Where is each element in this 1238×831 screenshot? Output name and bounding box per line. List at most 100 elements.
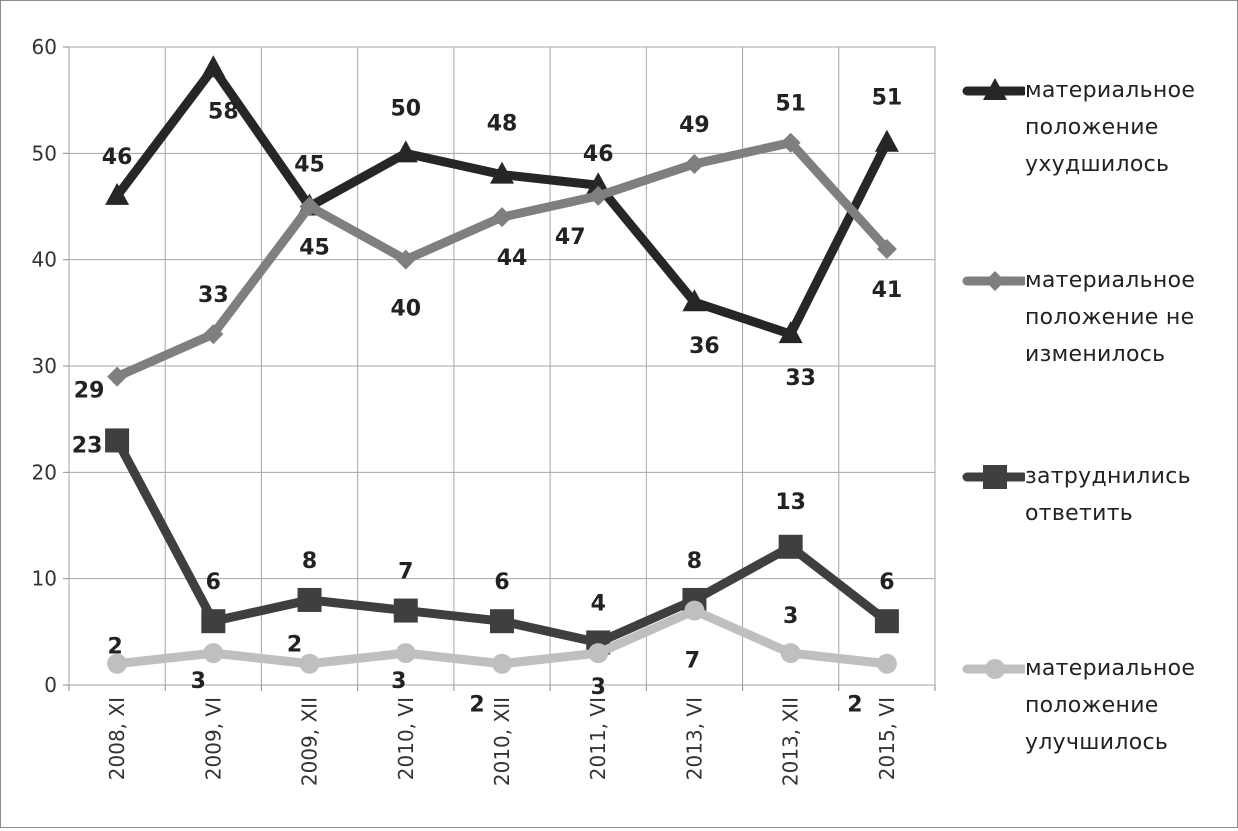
legend-item: материальное положение не изменилось <box>941 265 1195 373</box>
legend-item: материальное положение улучшилось <box>941 653 1195 761</box>
y-tick-label: 30 <box>32 354 57 378</box>
legend-marker <box>962 465 1025 489</box>
data-label: 7 <box>398 560 413 585</box>
data-label: 8 <box>302 549 317 574</box>
legend: материальное положение ухудшилось материа… <box>941 1 1231 827</box>
data-point <box>105 428 130 453</box>
data-point <box>874 129 899 152</box>
y-tick-label: 50 <box>32 141 57 165</box>
data-label: 8 <box>687 549 702 574</box>
data-label: 6 <box>206 570 221 595</box>
data-point <box>201 609 226 634</box>
data-point <box>201 55 226 78</box>
data-point <box>395 249 416 270</box>
data-label: 6 <box>879 570 894 595</box>
data-point <box>492 207 512 228</box>
x-tick-label: 2011, VI <box>586 697 610 780</box>
legend-marker <box>962 78 1025 100</box>
data-point <box>107 653 128 674</box>
data-label: 2 <box>847 693 862 718</box>
data-point <box>393 598 418 623</box>
data-label: 45 <box>299 236 330 261</box>
data-point <box>780 132 801 153</box>
legend-symbol <box>983 78 1007 100</box>
data-label: 6 <box>494 570 509 595</box>
data-label: 3 <box>391 669 406 694</box>
data-point <box>876 653 897 674</box>
y-tick-label: 0 <box>44 673 57 697</box>
legend-label: материальное положение улучшилось <box>1025 656 1196 755</box>
legend-symbol <box>985 659 1005 679</box>
data-labels: 4658455048463633512933454044474951412368… <box>72 86 902 718</box>
y-tick-label: 60 <box>32 35 57 59</box>
data-label: 29 <box>74 379 105 404</box>
data-label: 46 <box>102 145 133 170</box>
data-label: 50 <box>390 96 421 121</box>
data-point <box>778 321 803 344</box>
data-point <box>297 587 322 612</box>
grid <box>68 46 936 686</box>
data-label: 23 <box>72 433 103 458</box>
data-label: 48 <box>487 112 518 137</box>
data-label: 58 <box>208 99 239 124</box>
x-tick-label: 2009, VI <box>201 697 225 780</box>
data-point <box>588 643 609 664</box>
data-label: 3 <box>191 669 206 694</box>
data-point <box>299 653 320 674</box>
y-tick-label: 40 <box>32 248 57 272</box>
data-label: 3 <box>783 604 798 629</box>
x-tick-label: 2013, XII <box>779 697 803 786</box>
data-label: 33 <box>785 366 816 391</box>
y-tick-label: 20 <box>32 460 57 484</box>
data-label: 45 <box>294 153 325 178</box>
series-lines <box>105 55 899 674</box>
data-point <box>682 289 707 312</box>
data-point <box>684 600 705 621</box>
y-tick-label: 10 <box>32 567 57 591</box>
data-point <box>107 366 128 387</box>
legend-label: материальное положение не изменилось <box>1025 268 1196 367</box>
data-label: 36 <box>689 334 720 359</box>
x-tick-label: 2013, VI <box>682 697 706 780</box>
data-point <box>778 534 803 559</box>
data-label: 2 <box>107 635 122 660</box>
legend-marker <box>962 659 1025 679</box>
data-label: 40 <box>390 297 421 322</box>
data-label: 4 <box>591 591 606 616</box>
data-label: 46 <box>583 142 614 167</box>
data-point <box>299 196 320 217</box>
data-point <box>876 239 897 260</box>
data-point <box>588 185 609 206</box>
data-point <box>490 161 514 184</box>
legend-item: материальное положение ухудшилось <box>941 75 1195 183</box>
data-point <box>105 182 130 205</box>
legend-label: материальное положение ухудшилось <box>1025 78 1196 177</box>
data-label: 51 <box>872 86 903 111</box>
data-label: 47 <box>555 225 586 250</box>
data-label: 49 <box>679 113 710 138</box>
legend-symbol <box>985 271 1005 291</box>
data-point <box>203 324 224 345</box>
legend-symbol <box>983 465 1007 489</box>
data-point <box>874 609 899 634</box>
legend-label: затруднились ответить <box>1025 464 1191 526</box>
data-label: 2 <box>287 633 302 658</box>
data-label: 2 <box>469 693 484 718</box>
data-label: 7 <box>685 649 700 674</box>
data-point <box>395 643 416 664</box>
data-label: 51 <box>775 92 806 117</box>
x-tick-label: 2009, XII <box>298 697 322 786</box>
data-point <box>684 153 705 174</box>
data-label: 41 <box>872 278 903 303</box>
x-tick-label: 2015, VI <box>875 697 899 780</box>
data-point <box>492 653 512 674</box>
data-point <box>586 172 611 195</box>
data-point <box>780 643 801 664</box>
data-label: 3 <box>591 675 606 700</box>
axes: 0 10 20 30 40 50 60 2008, XI 2009, VI 2009, XII 20… <box>32 35 936 786</box>
data-point <box>490 609 514 634</box>
legend-marker <box>962 271 1025 291</box>
x-tick-label: 2010, VI <box>394 697 418 780</box>
